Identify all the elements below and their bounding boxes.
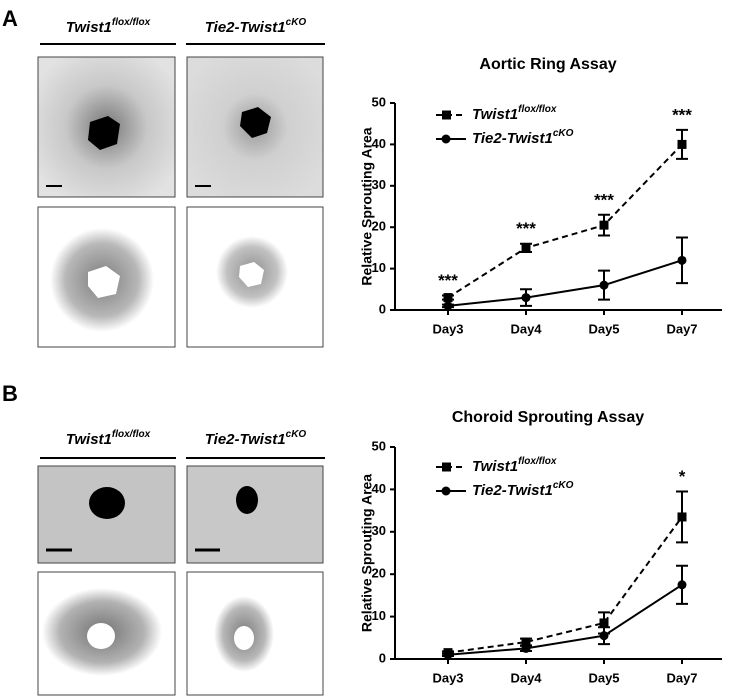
legend-label: Tie2-Twist1cKO — [472, 480, 574, 499]
significance: *** — [516, 219, 536, 238]
column-header: Twist1flox/flox — [66, 17, 151, 36]
y-tick-label: 0 — [379, 650, 386, 665]
significance: *** — [594, 190, 614, 209]
label-sup: flox/flox — [518, 456, 557, 467]
marker — [677, 255, 687, 265]
label-name: Twist1 — [472, 458, 518, 475]
y-tick-label: 10 — [372, 608, 386, 623]
label-sup: flox/flox — [518, 104, 557, 115]
label-name: Tie2-Twist1 — [472, 482, 553, 499]
legend-marker — [442, 110, 451, 120]
marker — [677, 139, 687, 149]
label-name: Tie2-Twist1 — [472, 130, 553, 147]
marker — [443, 650, 453, 660]
ring — [240, 107, 271, 138]
label-name: Tie2-Twist1 — [205, 431, 286, 448]
legend-marker — [441, 134, 451, 144]
marker — [599, 631, 609, 641]
y-axis-label: Relative Sprouting Area — [359, 474, 375, 632]
marker — [443, 293, 453, 303]
significance: *** — [672, 105, 692, 124]
y-tick-label: 40 — [372, 136, 386, 151]
label-name: Twist1 — [66, 19, 112, 36]
panel-b-images — [37, 465, 324, 696]
panel-label: B — [2, 381, 18, 406]
marker — [599, 220, 609, 230]
marker — [521, 293, 531, 303]
label-sup: cKO — [553, 128, 574, 139]
column-header: Tie2-Twist1cKO — [205, 429, 307, 448]
series-line — [447, 516, 683, 654]
x-tick-label: Day3 — [432, 670, 463, 685]
y-tick-label: 40 — [372, 481, 386, 496]
legend-label: Tie2-Twist1cKO — [472, 128, 574, 147]
series-line — [447, 143, 683, 299]
significance: * — [679, 467, 686, 486]
y-tick-label: 50 — [372, 438, 386, 453]
marker — [677, 580, 687, 590]
explant — [89, 487, 125, 519]
y-tick-label: 50 — [372, 94, 386, 109]
legend-marker — [441, 486, 451, 496]
label-name: Tie2-Twist1 — [205, 19, 286, 36]
column-header: Twist1flox/flox — [66, 429, 151, 448]
x-tick-label: Day7 — [666, 321, 697, 336]
ring — [239, 262, 264, 287]
label-sup: cKO — [286, 429, 307, 440]
marker — [599, 618, 609, 628]
x-tick-label: Day5 — [588, 321, 619, 336]
ring — [88, 116, 120, 150]
y-tick-label: 20 — [372, 219, 386, 234]
label-sup: flox/flox — [112, 429, 151, 440]
marker — [443, 301, 453, 311]
y-tick-label: 30 — [372, 177, 386, 192]
panel-label: A — [2, 6, 18, 31]
y-axis-label: Relative Sprouting Area — [359, 127, 375, 285]
series-line — [447, 583, 683, 656]
chart-title: Aortic Ring Assay — [479, 56, 616, 73]
y-tick-label: 0 — [379, 301, 386, 316]
panel-a-images — [37, 56, 324, 348]
chart-title: Choroid Sprouting Assay — [452, 409, 644, 426]
label-name: Twist1 — [472, 106, 518, 123]
column-header: Tie2-Twist1cKO — [205, 17, 307, 36]
legend-label: Twist1flox/flox — [472, 456, 557, 475]
explant — [87, 623, 115, 649]
marker — [521, 643, 531, 653]
micrograph — [186, 465, 324, 564]
marker — [677, 512, 687, 522]
marker — [599, 280, 609, 290]
label-sup: cKO — [286, 17, 307, 28]
series-line — [447, 259, 683, 307]
y-tick-label: 10 — [372, 260, 386, 275]
x-tick-label: Day4 — [510, 670, 542, 685]
label-sup: flox/flox — [112, 17, 151, 28]
explant — [236, 486, 258, 514]
legend-marker — [442, 462, 451, 472]
x-tick-label: Day4 — [510, 321, 542, 336]
marker — [521, 243, 531, 253]
y-tick-label: 20 — [372, 566, 386, 581]
x-tick-label: Day7 — [666, 670, 697, 685]
significance: *** — [438, 271, 458, 290]
legend-label: Twist1flox/flox — [472, 104, 557, 123]
label-sup: cKO — [553, 480, 574, 491]
x-tick-label: Day5 — [588, 670, 619, 685]
ring — [88, 266, 120, 298]
marker — [521, 637, 531, 647]
x-tick-label: Day3 — [432, 321, 463, 336]
explant — [234, 626, 254, 650]
label-name: Twist1 — [66, 431, 112, 448]
y-tick-label: 30 — [372, 523, 386, 538]
